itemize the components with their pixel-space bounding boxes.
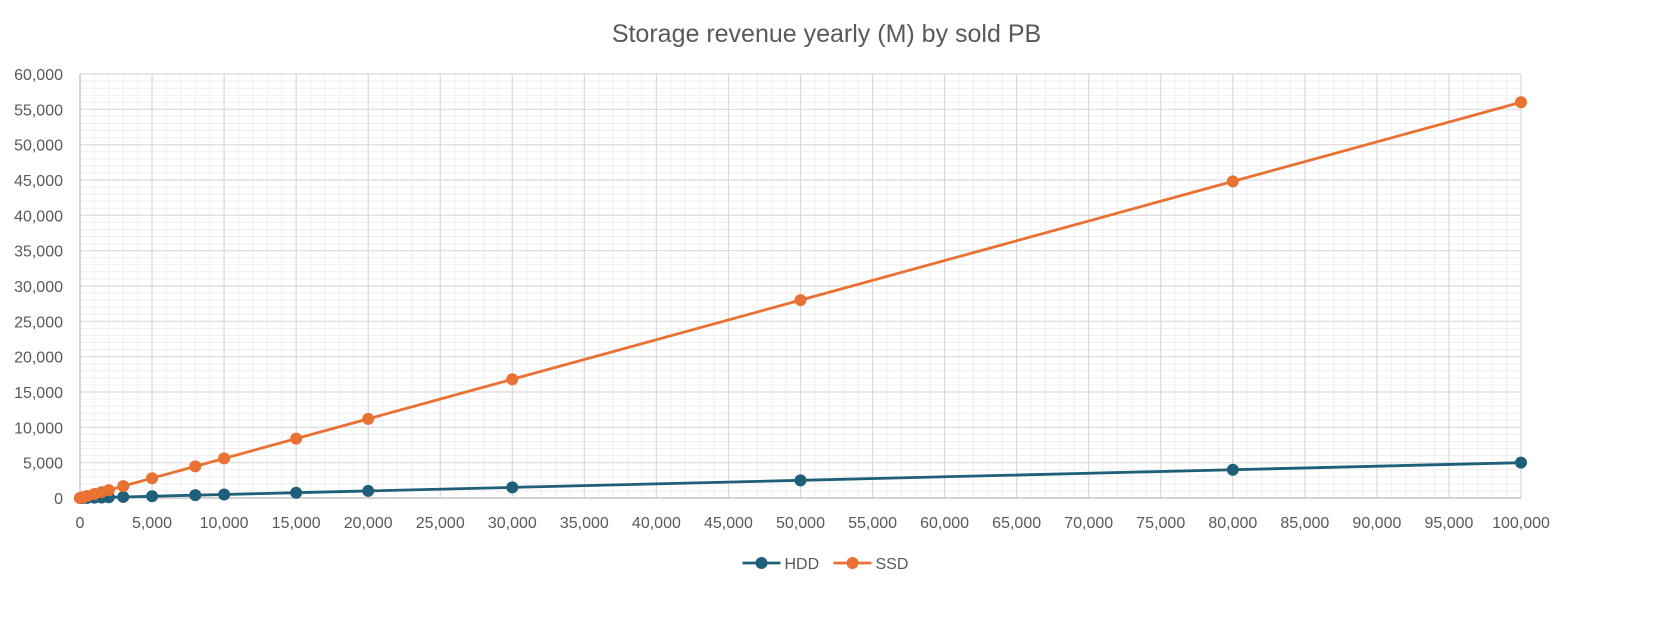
y-axis-tick-labels: 0 5,000 10,000 15,000 20,000 25,000 30,000 35,0… [14, 67, 63, 508]
y-tick-label: 60,000 [14, 67, 63, 84]
x-tick-label: 90,000 [1352, 515, 1401, 532]
major-grid [79, 73, 1522, 499]
data-point-ssd [794, 294, 807, 307]
data-point-ssd [362, 412, 375, 425]
x-tick-label: 5,000 [132, 515, 172, 532]
x-tick-label: 80,000 [1208, 515, 1257, 532]
data-point-hdd [218, 488, 231, 501]
x-tick-label: 95,000 [1424, 515, 1473, 532]
data-point-hdd [1226, 463, 1239, 476]
x-tick-label: 65,000 [992, 515, 1041, 532]
x-tick-label: 100,000 [1492, 515, 1550, 532]
y-tick-label: 45,000 [14, 173, 63, 190]
y-tick-label: 55,000 [14, 102, 63, 119]
x-tick-label: 25,000 [416, 515, 465, 532]
data-point-hdd [362, 484, 375, 497]
axes [79, 74, 1521, 499]
y-tick-label: 15,000 [14, 385, 63, 402]
x-tick-label: 30,000 [488, 515, 537, 532]
data-point-ssd [102, 484, 115, 497]
y-tick-label: 40,000 [14, 208, 63, 225]
x-axis-tick-labels: 0 5,000 10,000 15,000 20,000 25,000 30,000 35,0… [76, 515, 1550, 532]
x-tick-label: 40,000 [632, 515, 681, 532]
data-point-ssd [218, 452, 231, 465]
legend-label-ssd: SSD [876, 556, 909, 573]
x-tick-label: 45,000 [704, 515, 753, 532]
x-tick-label: 10,000 [200, 515, 249, 532]
data-point-hdd [506, 481, 519, 494]
data-point-ssd [290, 432, 303, 445]
legend-marker-ssd [846, 557, 859, 569]
data-point-ssd [1226, 175, 1239, 188]
data-point-ssd [189, 460, 202, 473]
data-point-hdd [290, 486, 303, 499]
y-tick-label: 35,000 [14, 244, 63, 261]
x-tick-label: 0 [76, 515, 85, 532]
y-tick-label: 30,000 [14, 279, 63, 296]
legend: HDD SSD [742, 556, 909, 573]
y-tick-label: 0 [54, 491, 63, 508]
x-tick-label: 60,000 [920, 515, 969, 532]
x-tick-label: 50,000 [776, 515, 825, 532]
y-tick-label: 20,000 [14, 350, 63, 367]
y-tick-label: 10,000 [14, 420, 63, 437]
x-tick-label: 55,000 [848, 515, 897, 532]
data-point-hdd [1515, 456, 1527, 469]
series-points [74, 96, 1527, 504]
data-point-ssd [146, 472, 159, 485]
data-point-ssd [1515, 96, 1527, 109]
x-tick-label: 85,000 [1280, 515, 1329, 532]
chart-title: Storage revenue yearly (M) by sold PB [612, 20, 1041, 48]
y-tick-label: 25,000 [14, 314, 63, 331]
y-tick-label: 50,000 [14, 138, 63, 155]
x-tick-label: 35,000 [560, 515, 609, 532]
data-point-hdd [117, 490, 130, 503]
data-point-ssd [506, 373, 519, 386]
data-point-hdd [189, 489, 202, 502]
data-point-ssd [117, 480, 130, 493]
y-tick-label: 5,000 [23, 456, 63, 473]
legend-label-hdd: HDD [785, 556, 820, 573]
legend-marker-hdd [755, 557, 768, 569]
legend-item-hdd: HDD [742, 556, 820, 573]
legend-item-ssd: SSD [833, 556, 909, 573]
x-tick-label: 70,000 [1064, 515, 1113, 532]
x-tick-label: 15,000 [272, 515, 321, 532]
x-tick-label: 20,000 [344, 515, 393, 532]
data-point-hdd [794, 474, 807, 487]
x-tick-label: 75,000 [1136, 515, 1185, 532]
data-point-hdd [146, 490, 159, 503]
